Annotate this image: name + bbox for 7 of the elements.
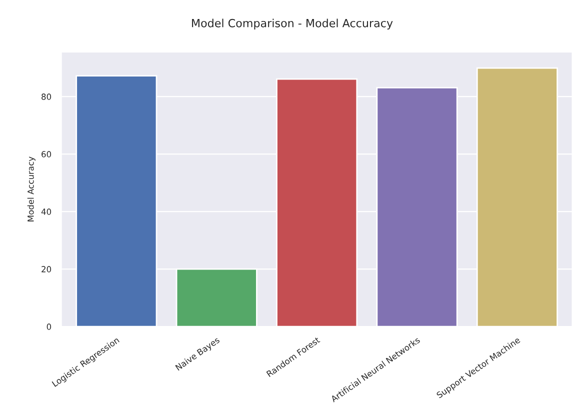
y-tick-label: 0	[46, 324, 52, 330]
y-tick-label: 40	[41, 208, 52, 215]
chart-title: Model Comparison - Model Accuracy	[192, 18, 393, 30]
y-tick-label: 20	[42, 266, 52, 272]
y-tick-label: 60	[42, 151, 52, 158]
y-axis-title: Model Accuracy	[27, 156, 36, 222]
y-tick-label: 80	[42, 94, 52, 100]
